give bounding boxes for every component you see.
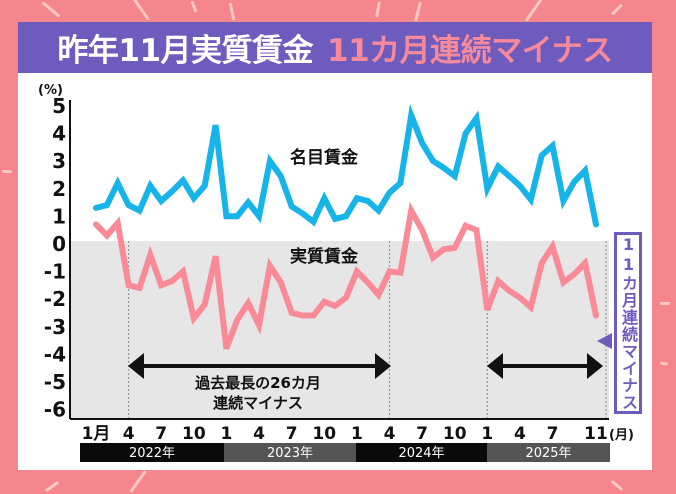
x-tick-label: 1 <box>221 424 233 444</box>
y-tick-label: -2 <box>44 287 66 311</box>
title-bar: 昨年11月実質賃金 11カ月連続マイナス <box>18 22 652 73</box>
year-label: 2025年 <box>525 446 571 461</box>
x-tick-label: 4 <box>384 424 396 444</box>
y-tick-label: 3 <box>52 149 66 173</box>
axes <box>69 100 609 420</box>
consecutive-minus-text: 11カ月連続マイナス <box>619 235 638 411</box>
y-tick-label: 2 <box>52 177 66 201</box>
title-main: 昨年11月実質賃金 <box>57 33 314 69</box>
record-annotation-line2: 連続マイナス <box>213 394 303 412</box>
series-lines <box>93 104 599 350</box>
arrow-head-left <box>128 353 144 379</box>
x-tick-label: 7 <box>416 424 428 444</box>
y-tick-label: 0 <box>52 232 66 256</box>
x-tick-label: 7 <box>286 424 298 444</box>
x-tick-label: 11 <box>584 424 608 444</box>
x-tick-label: 10 <box>443 424 467 444</box>
y-tick-label: 5 <box>52 94 66 118</box>
x-axis-ticks: 1月 4 7 10 1 4 7 10 1 4 7 10 1 4 7 11 <box>82 424 608 444</box>
x-tick-label: 1 <box>481 424 493 444</box>
negative-region <box>70 241 609 419</box>
year-label: 2024年 <box>398 446 444 461</box>
y-tick-label: -3 <box>44 315 66 339</box>
year-label: 2023年 <box>267 446 313 461</box>
title-highlight: 11カ月連続マイナス <box>327 33 613 69</box>
sidebox-pointer <box>597 333 612 349</box>
x-tick-label: 1 <box>351 424 363 444</box>
year-segment <box>224 443 356 462</box>
range-arrows <box>128 353 603 379</box>
x-tick-label: 4 <box>253 424 265 444</box>
arrow-head-left <box>487 353 503 379</box>
year-segment <box>356 443 487 462</box>
nominal-wage-line <box>93 104 599 228</box>
real-wage-line <box>93 201 599 350</box>
year-segment <box>487 443 610 462</box>
x-tick-label: 1月 <box>82 424 111 444</box>
x-tick-label: 4 <box>123 424 135 444</box>
year-bar: 2022年 2023年 2024年 2025年 <box>80 443 610 462</box>
y-axis-ticks: 5 4 3 2 1 0 -1 -2 -3 -4 -5 -6 <box>44 94 66 422</box>
x-tick-label: 7 <box>547 424 559 444</box>
x-tick-label: 10 <box>182 424 206 444</box>
consecutive-minus-box: 11カ月連続マイナス <box>614 232 642 414</box>
y-tick-label: 4 <box>52 122 66 146</box>
record-annotation-line1: 過去最長の26カ月 <box>194 374 321 392</box>
nominal-wage-label: 名目賃金 <box>290 147 359 168</box>
arrow-head-right <box>375 353 391 379</box>
x-tick-label: 4 <box>514 424 526 444</box>
x-unit-label: (月) <box>609 428 634 443</box>
x-tick-label: 10 <box>312 424 336 444</box>
negative-area <box>70 241 609 419</box>
y-tick-label: -5 <box>44 370 66 394</box>
y-tick-label: 1 <box>52 204 66 228</box>
y-tick-label: -1 <box>44 260 66 284</box>
y-tick-label: -6 <box>44 398 66 422</box>
real-wage-label: 実質賃金 <box>290 246 359 267</box>
arrow-head-right <box>587 353 603 379</box>
y-unit-label: (%) <box>38 83 63 98</box>
year-label: 2022年 <box>129 446 175 461</box>
year-segment <box>80 443 224 462</box>
decor-ray <box>660 302 670 305</box>
decor-ray <box>2 170 12 173</box>
x-tick-label: 7 <box>155 424 167 444</box>
y-tick-label: -4 <box>44 342 66 366</box>
